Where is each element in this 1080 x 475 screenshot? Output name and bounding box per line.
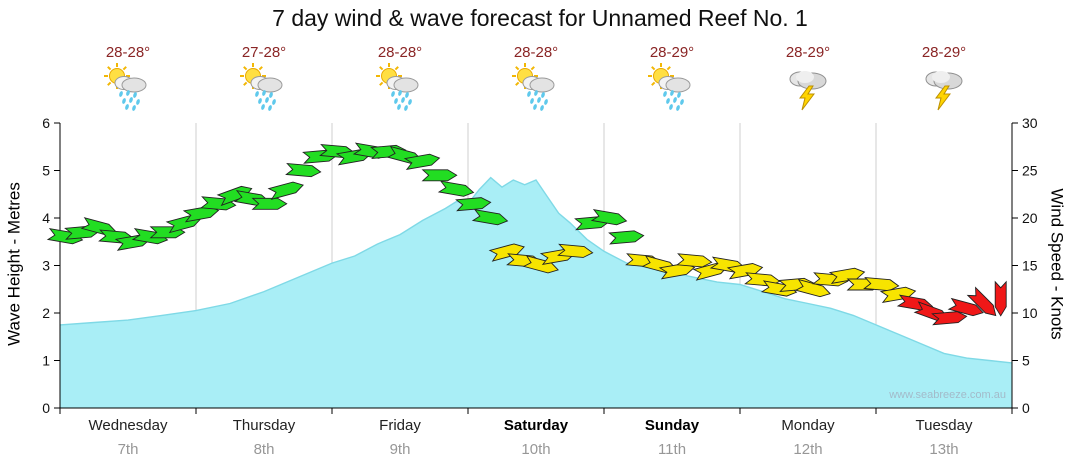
day-name: Sunday (644, 417, 700, 434)
day-name: Tuesday (915, 417, 973, 434)
sun-cloud-rain-icon (604, 60, 740, 118)
day-name: Friday (379, 417, 421, 434)
day-date: 9th (389, 441, 411, 458)
day-date: 7th (117, 441, 139, 458)
day-name: Monday (781, 417, 835, 434)
svg-text:5: 5 (1022, 353, 1030, 369)
day-temperature: 28-29° (785, 44, 831, 61)
page-title: 7 day wind & wave forecast for Unnamed R… (272, 5, 808, 31)
svg-text:15: 15 (1022, 258, 1038, 274)
day-name: Thursday (232, 417, 296, 434)
svg-text:4: 4 (42, 210, 50, 226)
day-temperature: 28-28° (513, 44, 559, 61)
day-temperature: 28-29° (649, 44, 695, 61)
day-date: 12th (793, 441, 823, 458)
day-date: 13th (929, 441, 959, 458)
storm-icon (876, 60, 1012, 118)
day-temperature: 28-28° (377, 44, 423, 61)
storm-icon (740, 60, 876, 118)
day-date: 11th (657, 441, 687, 458)
svg-text:20: 20 (1022, 210, 1038, 226)
day-temperature: 28-29° (921, 44, 967, 61)
right-axis-title: Wind Speed - Knots (1047, 188, 1067, 340)
left-axis-title: Wave Height - Metres (4, 182, 24, 346)
svg-text:0: 0 (1022, 400, 1030, 416)
svg-text:30: 30 (1022, 115, 1038, 131)
watermark: www.seabreeze.com.au (889, 389, 1006, 401)
svg-text:6: 6 (42, 115, 50, 131)
svg-text:1: 1 (42, 353, 50, 369)
day-date: 8th (253, 441, 275, 458)
svg-text:3: 3 (42, 258, 50, 274)
sun-cloud-rain-icon (60, 60, 196, 118)
sun-cloud-rain-icon (332, 60, 468, 118)
svg-text:2: 2 (42, 305, 50, 321)
svg-text:10: 10 (1022, 305, 1038, 321)
svg-text:25: 25 (1022, 163, 1038, 179)
sun-cloud-rain-icon (468, 60, 604, 118)
day-temperature: 27-28° (241, 44, 287, 61)
svg-text:5: 5 (42, 163, 50, 179)
day-date: 10th (521, 441, 551, 458)
day-name: Saturday (503, 417, 569, 434)
day-name: Wednesday (88, 417, 168, 434)
svg-text:0: 0 (42, 400, 50, 416)
day-temperature: 28-28° (105, 44, 151, 61)
sun-cloud-rain-icon (196, 60, 332, 118)
